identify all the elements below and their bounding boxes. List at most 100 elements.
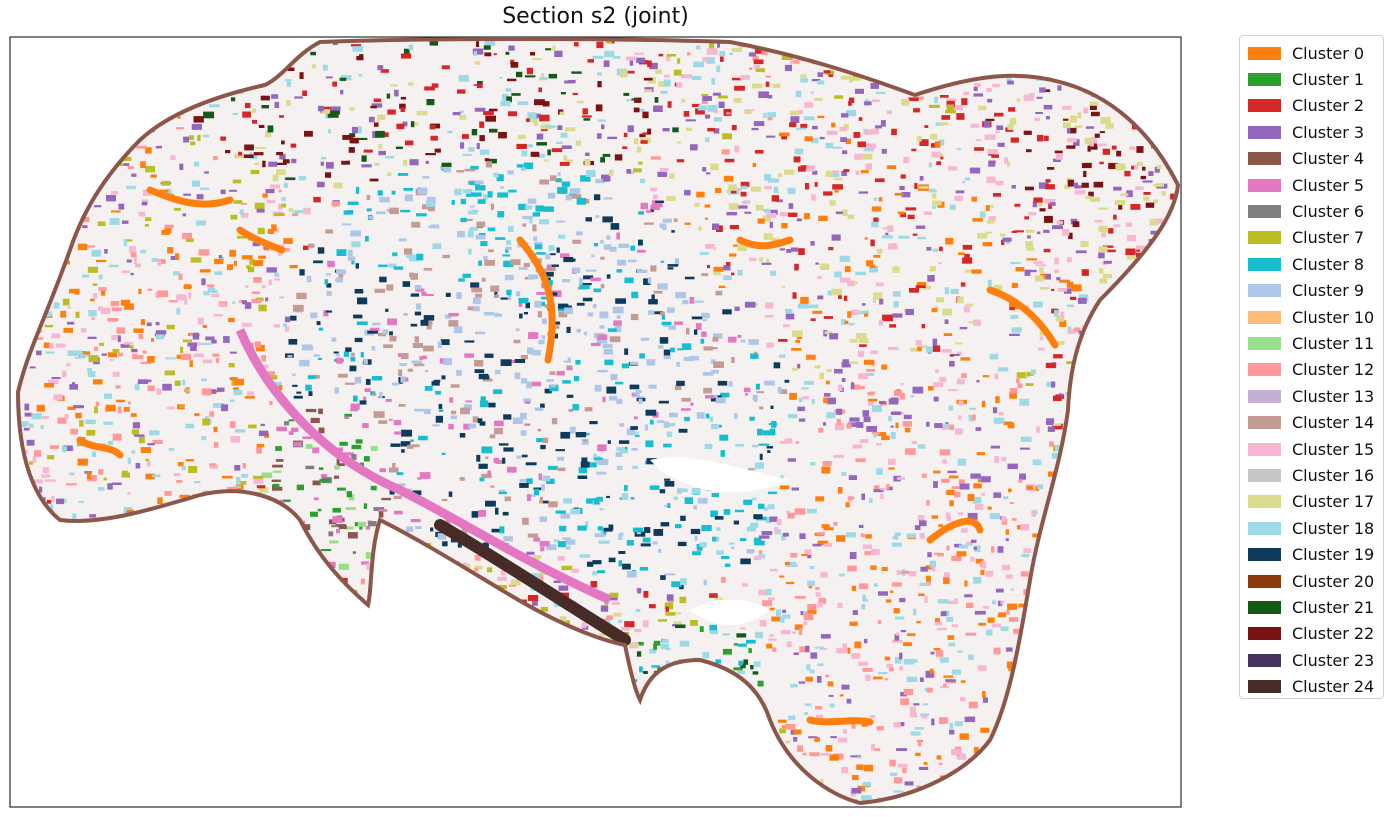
cluster-spot	[495, 369, 501, 375]
cluster-spot	[706, 778, 713, 784]
cluster-spot	[410, 439, 414, 442]
cluster-spot	[127, 457, 131, 465]
cluster-spot	[944, 287, 950, 295]
cluster-spot	[75, 671, 84, 675]
cluster-spot	[545, 253, 551, 260]
cluster-spot	[1169, 327, 1175, 334]
cluster-spot	[1123, 773, 1133, 780]
cluster-spot	[944, 319, 949, 324]
cluster-spot	[859, 338, 869, 344]
cluster-spot	[161, 635, 172, 642]
cluster-spot	[560, 513, 570, 519]
cluster-spot	[483, 111, 494, 116]
cluster-spot	[55, 183, 62, 188]
cluster-spot	[990, 766, 999, 771]
cluster-spot	[226, 45, 236, 48]
cluster-spot	[1111, 604, 1120, 612]
cluster-spot	[839, 277, 851, 283]
cluster-spot	[982, 605, 989, 609]
cluster-spot	[288, 778, 294, 782]
cluster-spot	[247, 779, 258, 787]
cluster-spot	[742, 583, 748, 587]
cluster-spot	[422, 204, 430, 210]
cluster-spot	[814, 737, 820, 742]
cluster-spot	[1148, 490, 1152, 494]
cluster-spot	[992, 600, 997, 605]
cluster-spot	[542, 475, 550, 482]
cluster-spot	[1089, 350, 1097, 355]
cluster-spot	[363, 625, 374, 629]
cluster-spot	[993, 417, 1005, 424]
cluster-spot	[514, 372, 521, 380]
cluster-spot	[653, 290, 663, 294]
cluster-spot	[1029, 58, 1034, 64]
cluster-spot	[189, 543, 201, 548]
cluster-spot	[1009, 502, 1014, 504]
cluster-spot	[909, 706, 916, 714]
cluster-spot	[429, 124, 436, 130]
cluster-spot	[823, 527, 834, 531]
cluster-spot	[901, 55, 911, 58]
cluster-spot	[795, 90, 802, 98]
cluster-spot	[1153, 184, 1164, 187]
cluster-spot	[1055, 528, 1060, 532]
cluster-spot	[1095, 389, 1101, 397]
cluster-spot	[18, 421, 29, 426]
cluster-spot	[117, 747, 128, 753]
cluster-spot	[127, 656, 134, 663]
cluster-spot	[916, 96, 924, 100]
cluster-spot	[985, 118, 995, 121]
cluster-spot	[296, 585, 308, 589]
cluster-spot	[201, 436, 207, 441]
cluster-spot	[1156, 86, 1161, 92]
cluster-spot	[336, 269, 346, 275]
cluster-spot	[864, 237, 868, 240]
cluster-spot	[565, 780, 571, 786]
cluster-spot	[197, 670, 204, 677]
cluster-spot	[1167, 370, 1173, 377]
cluster-spot	[1016, 372, 1028, 379]
cluster-spot	[503, 536, 513, 542]
cluster-spot	[68, 670, 80, 678]
cluster-spot	[493, 53, 497, 56]
cluster-spot	[278, 203, 283, 210]
cluster-spot	[500, 297, 509, 300]
cluster-spot	[588, 746, 594, 753]
cluster-spot	[932, 338, 938, 346]
cluster-spot	[270, 184, 280, 189]
cluster-spot	[989, 791, 993, 798]
cluster-spot	[1107, 574, 1111, 580]
cluster-spot	[773, 362, 781, 369]
cluster-spot	[600, 157, 605, 163]
cluster-spot	[185, 423, 195, 429]
cluster-spot	[296, 484, 304, 491]
cluster-spot	[550, 292, 558, 296]
cluster-spot	[241, 658, 248, 663]
cluster-spot	[337, 788, 348, 792]
cluster-spot	[1161, 327, 1170, 332]
cluster-spot	[112, 549, 122, 552]
cluster-spot	[554, 333, 558, 339]
cluster-spot	[969, 774, 975, 779]
cluster-spot	[669, 173, 675, 179]
cluster-spot	[75, 584, 81, 588]
cluster-spot	[232, 387, 239, 390]
cluster-spot	[104, 565, 114, 570]
cluster-spot	[260, 423, 265, 427]
cluster-spot	[862, 544, 872, 549]
cluster-spot	[521, 378, 528, 384]
cluster-spot	[188, 292, 192, 299]
cluster-spot	[68, 66, 79, 73]
cluster-spot	[916, 282, 927, 286]
cluster-spot	[459, 110, 464, 114]
cluster-spot	[751, 497, 757, 501]
cluster-spot	[1044, 198, 1056, 204]
cluster-spot	[599, 777, 606, 781]
cluster-spot	[130, 251, 137, 258]
cluster-spot	[1148, 171, 1154, 176]
cluster-spot	[896, 748, 907, 751]
cluster-spot	[601, 124, 605, 130]
cluster-spot	[1146, 402, 1151, 408]
cluster-spot	[285, 326, 290, 332]
cluster-spot	[70, 230, 76, 233]
